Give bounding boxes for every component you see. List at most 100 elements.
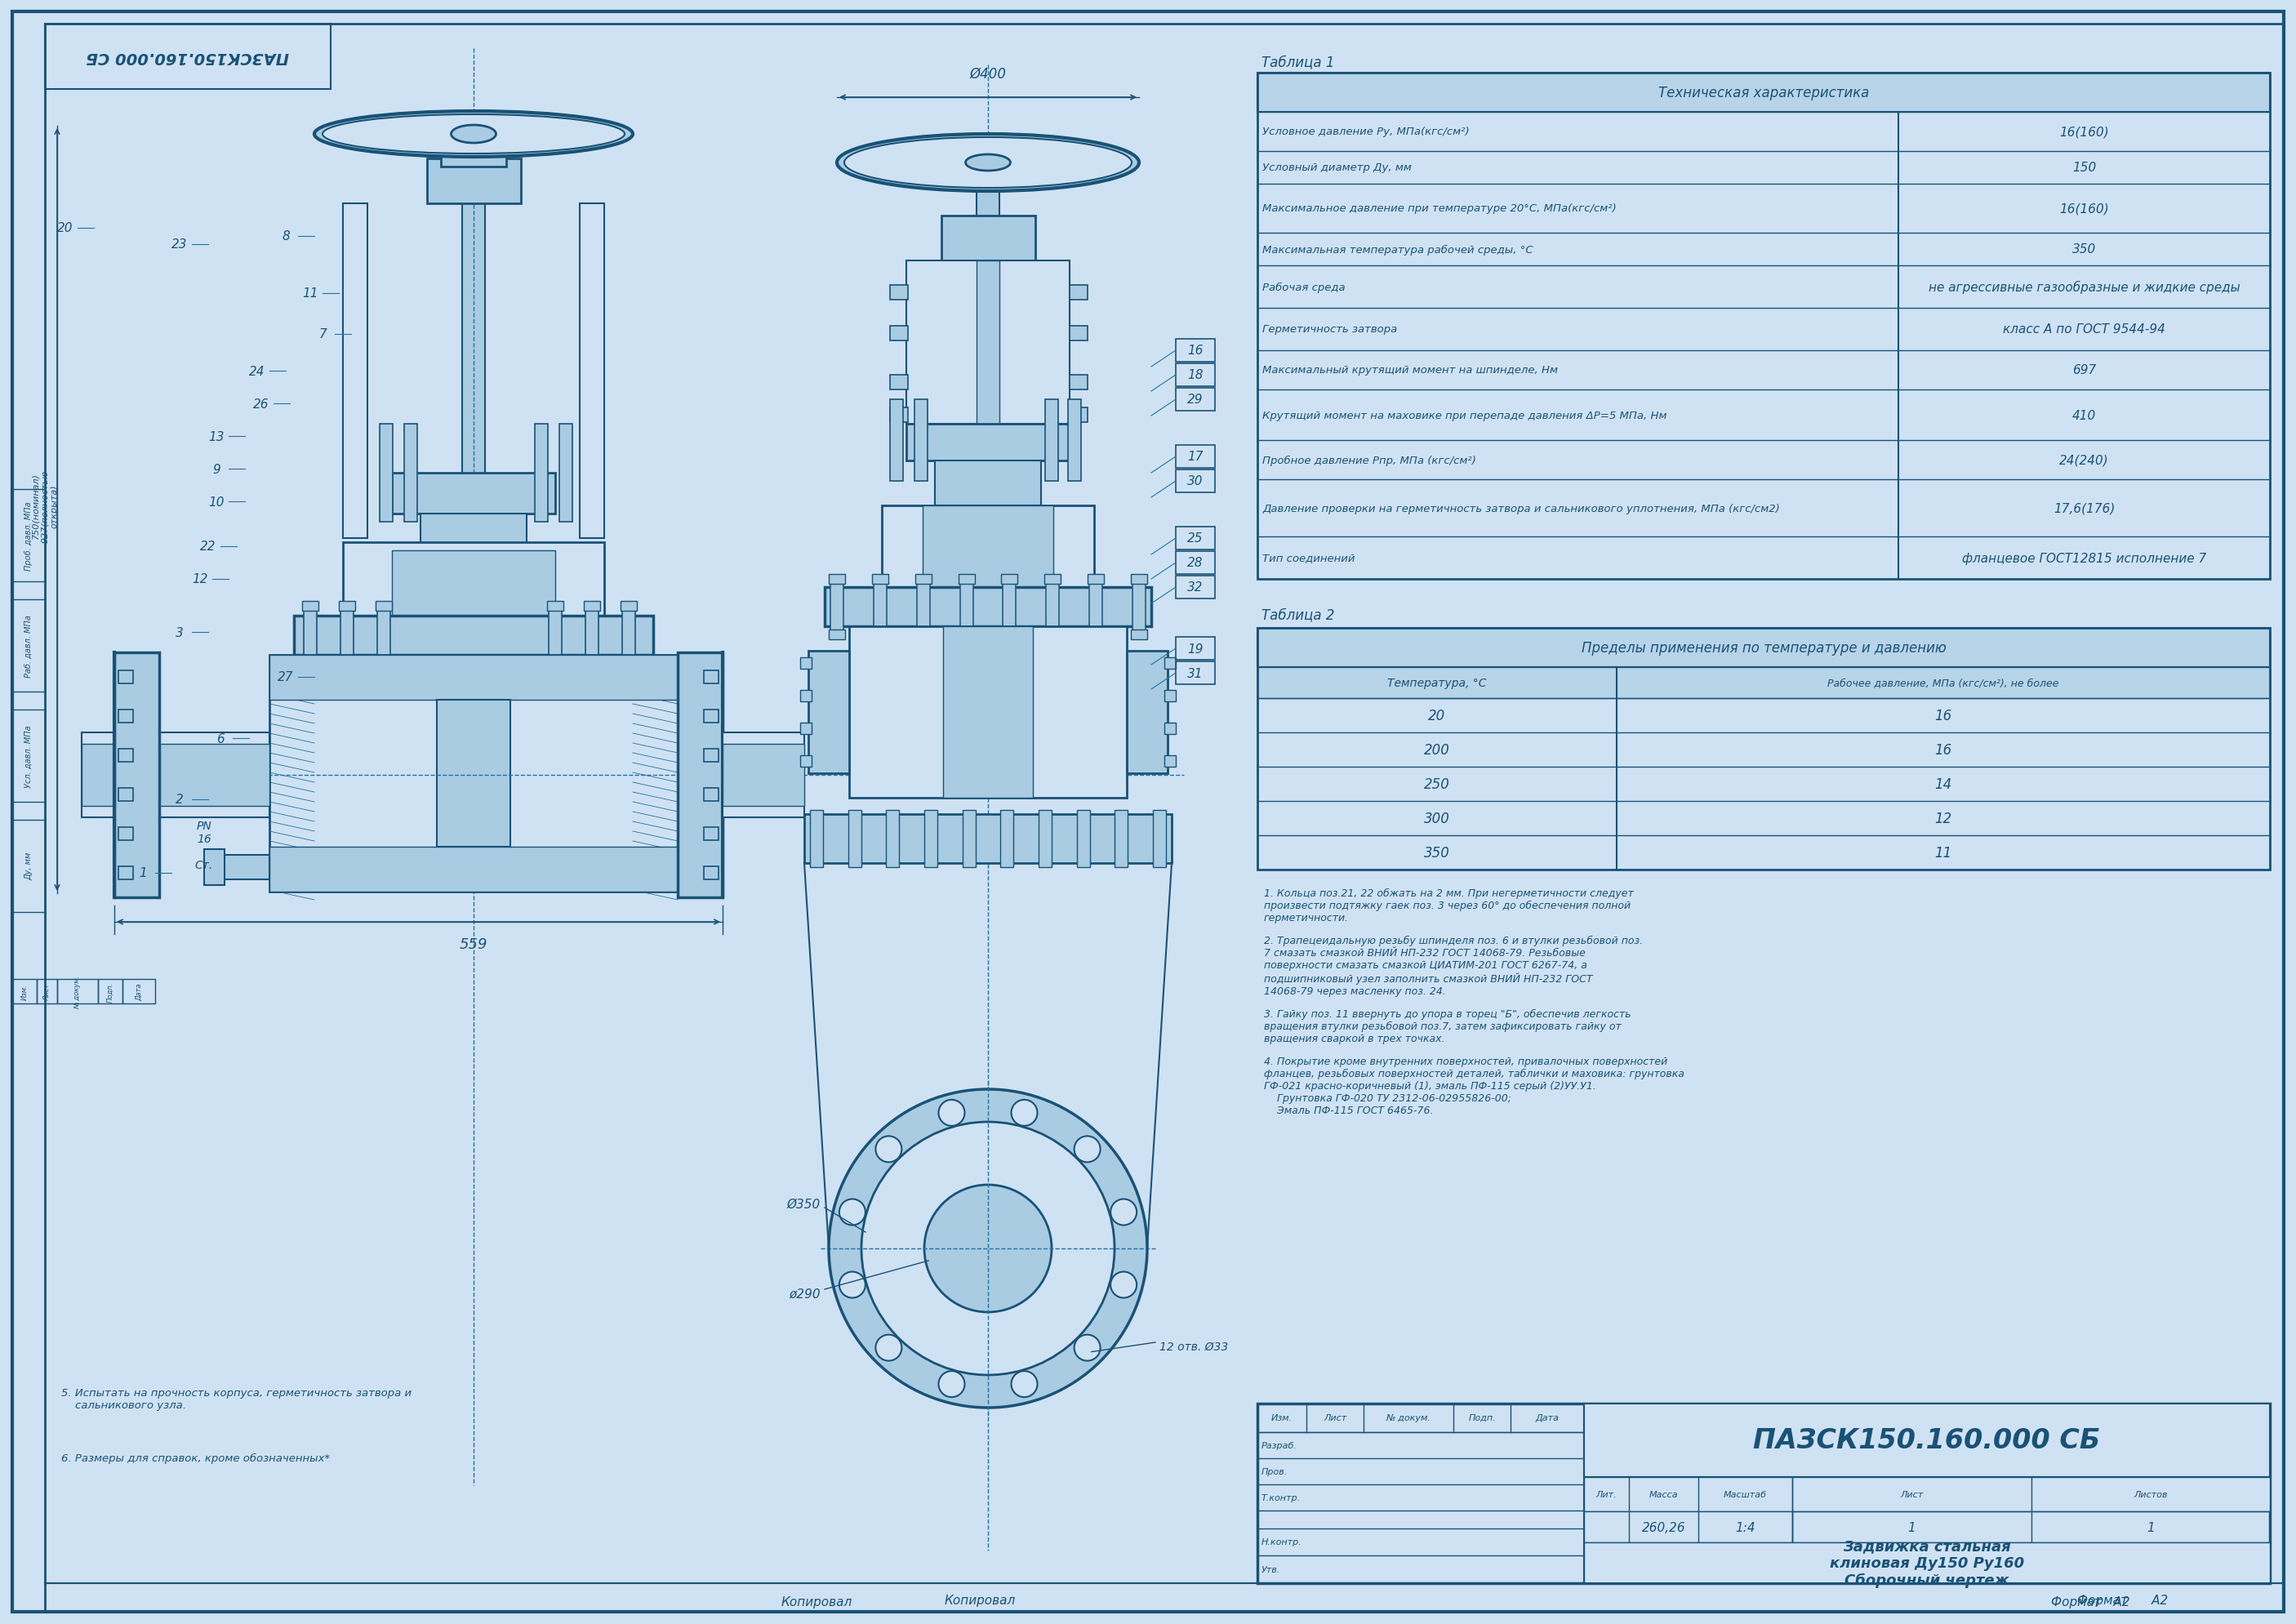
Text: 12: 12 xyxy=(193,573,209,586)
Text: 260,26: 260,26 xyxy=(1642,1520,1685,1533)
Bar xyxy=(907,261,1070,424)
Bar xyxy=(546,601,563,611)
Text: Усл. давл. МПа: Усл. давл. МПа xyxy=(25,724,32,788)
Bar xyxy=(11,490,46,581)
Bar xyxy=(1068,400,1081,481)
Bar xyxy=(546,661,563,671)
Bar xyxy=(427,159,521,205)
Bar xyxy=(1176,552,1215,575)
Bar xyxy=(1127,651,1169,773)
Text: 5. Испытать на прочность корпуса, герметичность затвора и
    сальникового узла.: 5. Испытать на прочность корпуса, гермет… xyxy=(62,1387,411,1410)
Bar xyxy=(1258,73,2271,580)
Text: 11: 11 xyxy=(1936,846,1952,861)
Bar xyxy=(1003,581,1017,633)
Bar xyxy=(801,755,810,767)
Bar xyxy=(1258,628,2271,870)
Text: 10: 10 xyxy=(209,495,225,508)
Bar xyxy=(122,979,156,1004)
Text: Дата: Дата xyxy=(135,983,142,1000)
Bar xyxy=(83,744,269,806)
Bar xyxy=(1258,628,2271,667)
Text: 1:4: 1:4 xyxy=(1736,1520,1756,1533)
Bar xyxy=(119,828,133,841)
Text: Температура, °С: Температура, °С xyxy=(1387,677,1486,689)
Text: 13: 13 xyxy=(209,430,225,443)
Bar xyxy=(342,542,604,640)
Bar xyxy=(269,656,677,892)
Bar xyxy=(11,820,46,913)
Bar xyxy=(1045,400,1058,481)
Text: 11: 11 xyxy=(303,287,319,300)
Text: 16(160): 16(160) xyxy=(2060,203,2110,214)
Bar xyxy=(579,205,604,539)
Bar xyxy=(801,723,810,734)
Bar xyxy=(941,216,1035,261)
Bar xyxy=(11,710,46,802)
Text: 30: 30 xyxy=(1187,476,1203,487)
Bar xyxy=(886,810,900,867)
Circle shape xyxy=(1111,1272,1137,1298)
Text: 410: 410 xyxy=(2073,409,2096,422)
Bar xyxy=(677,653,723,898)
Text: 23: 23 xyxy=(172,239,188,252)
Bar xyxy=(620,601,636,611)
Bar xyxy=(560,424,572,523)
Text: 31: 31 xyxy=(1187,667,1203,679)
Bar xyxy=(1584,1512,1793,1543)
Bar xyxy=(436,700,510,848)
Text: 750(номинал)
927(полностью
открыта): 750(номинал) 927(полностью открыта) xyxy=(32,469,57,542)
Bar xyxy=(1176,445,1215,468)
Bar xyxy=(847,810,861,867)
Text: Н.контр.: Н.контр. xyxy=(1261,1538,1302,1546)
Circle shape xyxy=(1111,1199,1137,1226)
Bar xyxy=(1176,577,1215,599)
Bar xyxy=(891,375,907,390)
Bar xyxy=(1132,630,1148,640)
Bar xyxy=(393,473,556,515)
Bar xyxy=(1164,723,1176,734)
Circle shape xyxy=(1010,1371,1038,1397)
Ellipse shape xyxy=(967,154,1010,172)
Bar xyxy=(810,810,822,867)
Text: Лит.: Лит. xyxy=(1596,1491,1616,1499)
Text: 2: 2 xyxy=(177,794,184,806)
Text: 250: 250 xyxy=(1424,776,1451,791)
Text: Проб. давл. МПа: Проб. давл. МПа xyxy=(25,502,32,570)
Text: 3. Гайку поз. 11 ввернуть до упора в торец "Б", обеспечив легкость
вращения втул: 3. Гайку поз. 11 ввернуть до упора в тор… xyxy=(1263,1009,1630,1044)
Bar xyxy=(934,461,1040,507)
Circle shape xyxy=(939,1099,964,1125)
Bar xyxy=(957,575,974,585)
Bar xyxy=(620,661,636,671)
Bar xyxy=(1164,658,1176,669)
Bar xyxy=(379,424,393,523)
Bar xyxy=(872,575,889,585)
Text: 25: 25 xyxy=(1187,533,1203,544)
Text: Рабочее давление, МПа (кгс/см²), не более: Рабочее давление, МПа (кгс/см²), не боле… xyxy=(1828,677,2060,689)
Ellipse shape xyxy=(450,125,496,143)
Text: Максимальный крутящий момент на шпинделе, Нм: Максимальный крутящий момент на шпинделе… xyxy=(1263,365,1559,375)
Text: Копировал: Копировал xyxy=(781,1596,852,1608)
Bar xyxy=(872,630,889,640)
Bar xyxy=(1088,630,1104,640)
Text: Техническая характеристика: Техническая характеристика xyxy=(1658,86,1869,101)
Circle shape xyxy=(1010,1099,1038,1125)
Bar xyxy=(1176,637,1215,661)
Text: 29: 29 xyxy=(1187,393,1203,406)
Bar xyxy=(1045,630,1061,640)
Bar xyxy=(583,661,599,671)
Text: 6. Размеры для справок, кроме обозначенных*: 6. Размеры для справок, кроме обозначенн… xyxy=(62,1452,331,1463)
Text: Т.контр.: Т.контр. xyxy=(1261,1494,1302,1502)
Bar xyxy=(1584,1478,2271,1512)
Text: Формат      А2: Формат А2 xyxy=(2078,1593,2167,1606)
Text: 1: 1 xyxy=(138,867,147,879)
Bar xyxy=(801,690,810,702)
Text: № докум.: № докум. xyxy=(1387,1413,1430,1421)
Bar xyxy=(340,601,356,611)
Bar xyxy=(583,601,599,611)
Text: 17: 17 xyxy=(1187,451,1203,463)
Bar xyxy=(882,507,1095,588)
Bar xyxy=(705,710,719,723)
Bar xyxy=(1176,388,1215,411)
Bar xyxy=(99,979,122,1004)
Circle shape xyxy=(875,1335,902,1361)
